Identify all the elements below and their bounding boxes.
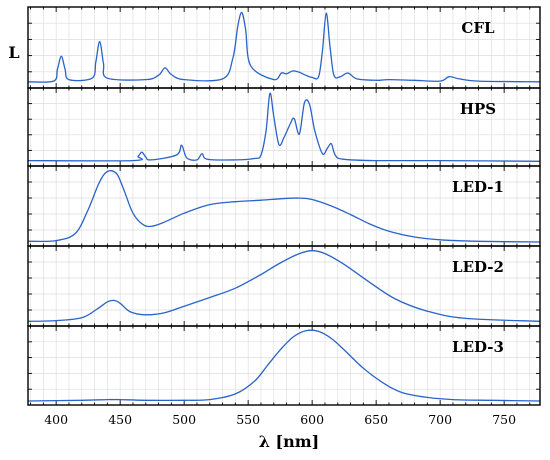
x-tick-label: 750 [492,412,516,427]
panel-label-cfl: CFL [461,19,495,37]
series-line-hps [27,92,541,162]
x-tick-label: 400 [44,412,68,427]
panel-cfl: CFL [27,6,541,89]
x-tick-labels: 400 450 500 550 600 650 700 750 [44,412,516,427]
series-line-led-3 [27,329,541,402]
x-tick-label: 450 [108,412,132,427]
y-axis-title: L [8,43,19,62]
panel-label-led-2: LED-2 [452,258,504,276]
panel-label-led-1: LED-1 [452,178,504,196]
x-tick-label: 650 [364,412,388,427]
panel-led-2: LED-2 [27,245,541,327]
x-axis-title: λ [nm] [259,432,320,451]
panel-hps: HPS [27,87,541,167]
panel-led-3: LED-3 [27,325,541,406]
panel-frame [27,325,541,406]
series-line-led-2 [27,250,541,322]
series-line-led-1 [27,170,541,243]
x-tick-label: 700 [428,412,452,427]
panel-label-led-3: LED-3 [452,338,504,356]
x-tick-label: 500 [172,412,196,427]
panels-group: CFL HPS LED-1 LED-2 LED-3 [27,6,541,406]
x-tick-label: 600 [300,412,324,427]
series-line-cfl [27,11,541,83]
panel-label-hps: HPS [460,100,496,118]
panel-led-1: LED-1 [27,165,541,247]
x-tick-label: 550 [236,412,260,427]
